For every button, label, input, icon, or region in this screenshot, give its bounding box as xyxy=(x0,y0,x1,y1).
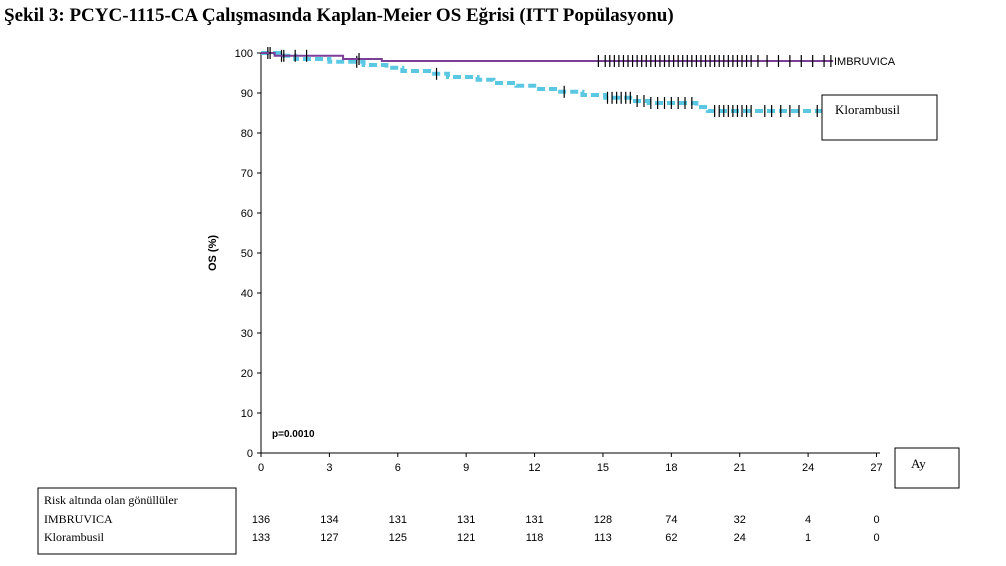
risk-value-1-4: 118 xyxy=(526,532,544,544)
risk-value-0-2: 131 xyxy=(389,514,407,526)
risk-value-1-5: 113 xyxy=(594,532,612,544)
risk-value-0-0: 136 xyxy=(252,514,270,526)
risk-value-0-4: 131 xyxy=(525,514,543,526)
x-tick-label-0: 0 xyxy=(258,462,264,474)
risk-value-0-9: 0 xyxy=(873,514,879,526)
risk-value-0-6: 74 xyxy=(665,514,677,526)
x-axis-label: Ay xyxy=(911,456,926,471)
x-tick-label-4: 12 xyxy=(528,462,540,474)
y-axis-label: OS (%) xyxy=(207,235,219,271)
risk-value-0-1: 134 xyxy=(320,514,338,526)
y-tick-label-6: 60 xyxy=(241,208,253,220)
survival-curves xyxy=(261,47,834,117)
x-tick-label-7: 21 xyxy=(734,462,746,474)
y-tick-label-2: 20 xyxy=(241,368,253,380)
x-tick-label-3: 9 xyxy=(463,462,469,474)
risk-value-1-3: 121 xyxy=(457,532,475,544)
x-tick-label-5: 15 xyxy=(597,462,609,474)
series-line-klorambusil xyxy=(261,51,831,113)
risk-table-values: 136 134 131 131 131 128 74 32 4 0 133 127 125 121 118 1… xyxy=(252,514,880,544)
x-axis-label-box xyxy=(894,447,960,489)
series-label-box-klorambusil xyxy=(821,94,938,141)
x-tick-label-6: 18 xyxy=(665,462,677,474)
risk-row-label-imbruvica: IMBRUVICA xyxy=(44,512,113,526)
risk-row-label-klorambusil: Klorambusil xyxy=(44,530,105,544)
y-tick-label-9: 90 xyxy=(241,88,253,100)
series-label-imbruvica: IMBRUVICA xyxy=(834,56,896,68)
risk-value-1-0: 133 xyxy=(252,532,270,544)
y-tick-label-10: 100 xyxy=(235,48,253,60)
x-ticks: 0 3 6 9 12 15 18 21 24 27 xyxy=(258,453,883,474)
chart-title: Şekil 3: PCYC-1115-CA Çalışmasında Kapla… xyxy=(4,5,674,26)
p-value-annotation: p=0.0010 xyxy=(272,429,315,440)
series-label-klorambusil: Klorambusil xyxy=(835,102,900,117)
y-tick-label-4: 40 xyxy=(241,288,253,300)
y-tick-label-3: 30 xyxy=(241,328,253,340)
x-tick-label-8: 24 xyxy=(802,462,814,474)
y-ticks: 0 10 20 30 40 50 60 70 80 90 100 xyxy=(235,48,261,460)
risk-value-0-8: 4 xyxy=(805,514,811,526)
risk-value-1-2: 125 xyxy=(389,532,407,544)
risk-value-1-9: 0 xyxy=(873,532,879,544)
risk-value-1-7: 24 xyxy=(734,532,746,544)
y-tick-label-0: 0 xyxy=(247,448,253,460)
risk-table-header: Risk altında olan gönüllüler xyxy=(44,493,178,507)
risk-table-box xyxy=(37,487,237,555)
series-line-imbruvica xyxy=(261,52,834,62)
risk-value-0-3: 131 xyxy=(457,514,475,526)
y-tick-label-1: 10 xyxy=(241,408,253,420)
risk-value-0-5: 128 xyxy=(594,514,612,526)
x-tick-label-2: 6 xyxy=(395,462,401,474)
risk-value-1-1: 127 xyxy=(320,532,338,544)
y-tick-label-8: 80 xyxy=(241,128,253,140)
risk-value-0-7: 32 xyxy=(734,514,746,526)
y-tick-label-7: 70 xyxy=(241,168,253,180)
x-tick-label-9: 27 xyxy=(870,462,882,474)
y-tick-label-5: 50 xyxy=(241,248,253,260)
risk-value-1-6: 62 xyxy=(665,532,677,544)
x-tick-label-1: 3 xyxy=(326,462,332,474)
risk-value-1-8: 1 xyxy=(805,532,811,544)
